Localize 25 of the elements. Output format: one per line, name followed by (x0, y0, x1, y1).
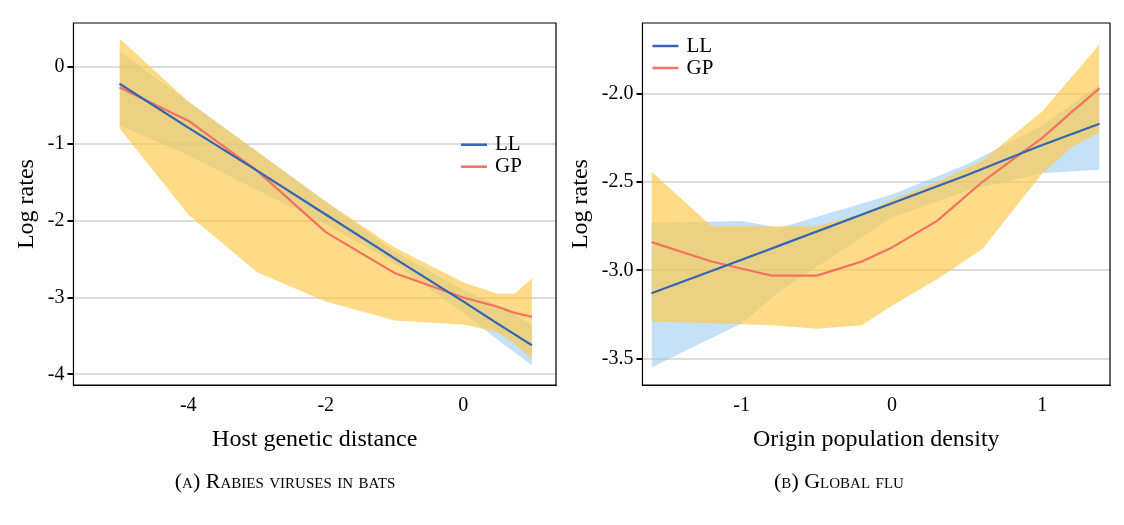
x-tick-label: -2 (317, 393, 335, 416)
x-axis-title: Host genetic distance (212, 424, 418, 451)
text: (b) Global flu (773, 468, 905, 494)
x-tick-label: 0 (458, 393, 469, 416)
y-tick-label: -4 (47, 361, 65, 384)
y-axis-title: Log rates (11, 159, 38, 250)
y-tick-label: 0 (54, 54, 65, 77)
y-tick-label: -3.5 (601, 345, 634, 368)
legend-label: LL (495, 131, 521, 156)
x-axis-title: Origin population density (752, 424, 1000, 451)
y-tick-label: -2.0 (601, 80, 634, 103)
y-tick-label: -3.0 (601, 257, 634, 280)
y-tick-label: -2.5 (601, 169, 634, 192)
y-tick-label: -2 (47, 207, 65, 230)
text: (a) Rabies viruses in bats (173, 468, 397, 494)
legend-label: LL (686, 32, 713, 57)
legend-label: GP (495, 153, 522, 178)
y-tick-label: -1 (47, 130, 65, 153)
x-tick-label: 1 (1037, 393, 1048, 416)
y-axis-title: Log rates (565, 159, 592, 250)
x-tick-label: 0 (887, 393, 898, 416)
y-tick-label: -3 (47, 284, 65, 307)
x-tick-label: -1 (733, 393, 751, 416)
x-tick-label: -4 (179, 393, 197, 416)
legend-label: GP (686, 54, 714, 79)
